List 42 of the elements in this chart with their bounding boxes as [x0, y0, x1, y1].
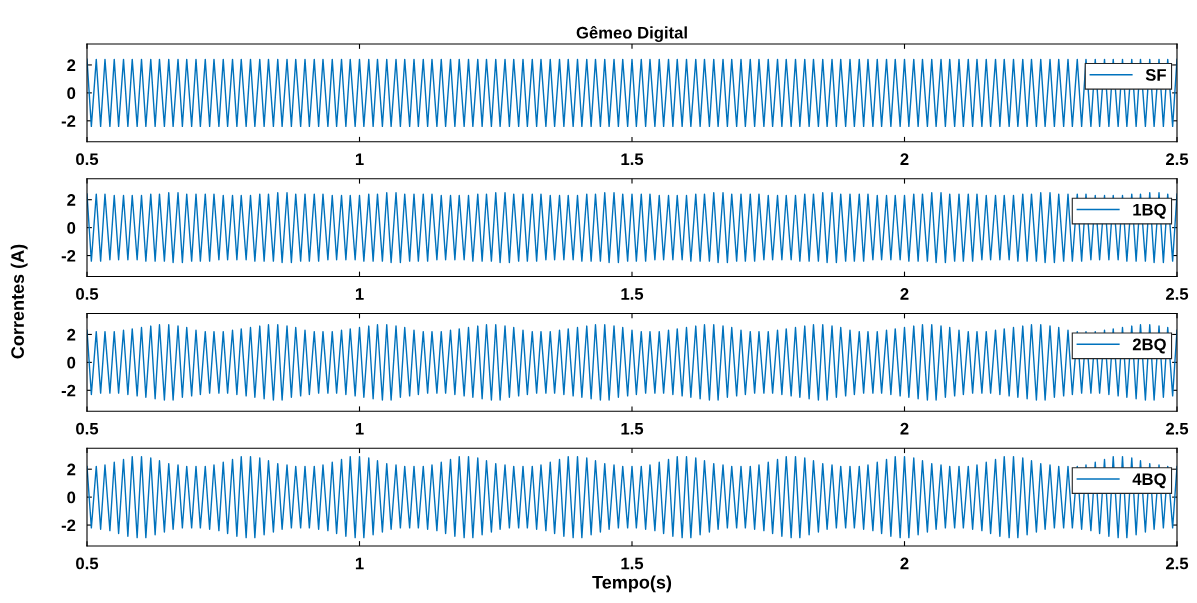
y-tick-label: 0 [67, 87, 76, 100]
line-series [87, 192, 1177, 264]
y-tick-label: 2 [67, 194, 76, 206]
x-tick-label: 1 [355, 153, 364, 165]
y-tick-label: 0 [67, 491, 76, 504]
chart-title: Gêmeo Digital [576, 26, 687, 42]
x-tick-label: 2 [900, 288, 909, 300]
legend-label: 1BQ [1133, 203, 1166, 219]
y-tick-label: -2 [61, 384, 76, 397]
x-tick-label: 1.5 [621, 153, 644, 166]
x-tick-label: 0.5 [76, 153, 99, 166]
x-tick-label: 0.5 [76, 288, 99, 300]
x-tick-label: 1 [355, 422, 364, 435]
x-tick-label: 1.5 [621, 288, 644, 300]
x-tick-label: 2 [900, 422, 909, 435]
x-tick-label: 1.5 [621, 422, 644, 435]
legend-label: 2BQ [1132, 338, 1166, 354]
x-tick-label: 0.5 [76, 422, 99, 435]
x-tick-label: 2.5 [1165, 288, 1189, 300]
x-tick-label: 2 [900, 557, 909, 570]
x-tick-label: 2.5 [1165, 153, 1189, 166]
y-axis-title: Correntes (A) [10, 244, 28, 359]
x-tick-label: 1 [355, 288, 364, 300]
x-tick-label: 2 [900, 153, 909, 165]
y-tick-label: 0 [67, 356, 76, 369]
y-tick-label: 0 [67, 222, 76, 234]
y-tick-label: -2 [61, 249, 76, 262]
legend-label: 4BQ [1132, 473, 1166, 489]
x-tick-label: 1 [355, 557, 364, 570]
y-tick-label: 2 [67, 328, 76, 341]
y-tick-label: -2 [61, 519, 76, 532]
y-tick-label: 2 [67, 59, 76, 71]
x-tick-label: 2.5 [1165, 422, 1189, 435]
x-tick-label: 0.5 [76, 557, 99, 570]
x-tick-label: 1.5 [621, 557, 644, 570]
x-axis-title: Tempo(s) [592, 575, 672, 593]
line-series [87, 455, 1177, 539]
x-tick-label: 2.5 [1165, 557, 1189, 570]
legend-label: SF [1145, 68, 1166, 81]
y-tick-label: 2 [67, 463, 76, 476]
line-series [87, 323, 1177, 401]
y-tick-label: -2 [61, 115, 76, 127]
